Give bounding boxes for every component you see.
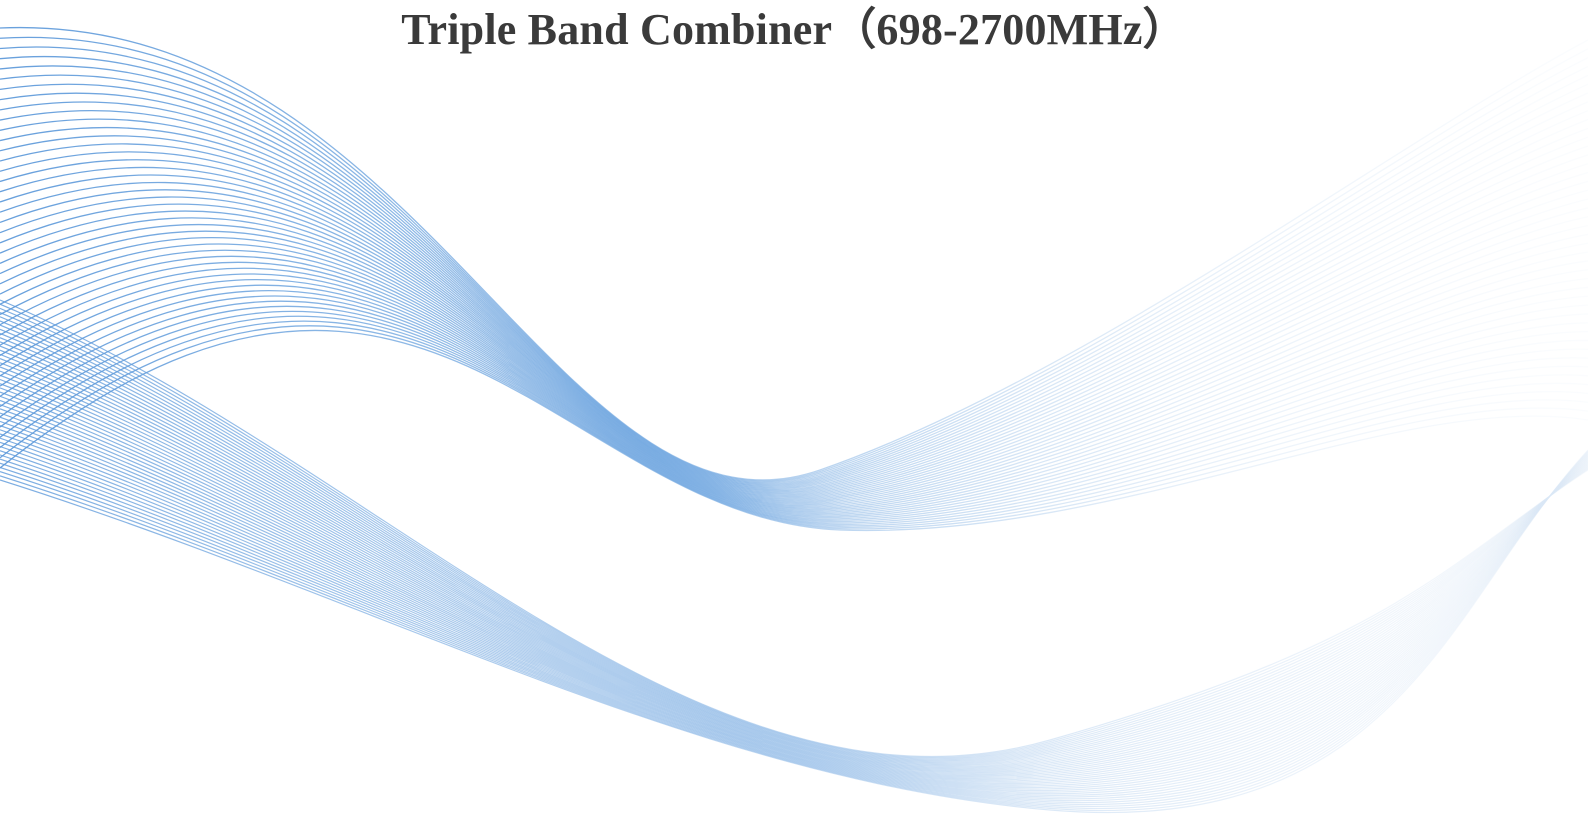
wave-line (0, 395, 1588, 781)
wave-line (0, 135, 1588, 493)
wave-line (0, 174, 1588, 498)
wave-line (0, 151, 1588, 495)
wave-line (0, 210, 1588, 504)
wave-line (0, 279, 1588, 517)
wave-line (0, 445, 1588, 798)
wave-line (0, 110, 1588, 490)
wave-line (0, 36, 1588, 482)
wave-line (0, 299, 1588, 758)
wave-line (0, 126, 1588, 492)
wave-line (0, 378, 1588, 776)
wave-line (0, 366, 1588, 773)
wave-line (0, 27, 1588, 481)
wave-line (0, 273, 1588, 516)
wave-line (0, 449, 1588, 814)
wave-line (0, 315, 1588, 527)
upper-wave-band (0, 27, 1588, 532)
wave-line (0, 451, 1588, 804)
wave-line (0, 416, 1588, 787)
wave-line (0, 303, 1588, 759)
wave-line (0, 370, 1588, 774)
wave-line (0, 429, 1588, 792)
wave-line (0, 300, 1588, 523)
wave-line (0, 341, 1588, 767)
wave-line (0, 425, 1588, 790)
wave-line (0, 441, 1588, 796)
wave-line (0, 408, 1588, 785)
wave-line (0, 230, 1588, 508)
wave-line (0, 46, 1588, 483)
wave-line (0, 316, 1588, 761)
wave-line (0, 203, 1588, 503)
lower-wave-band (0, 299, 1588, 814)
wave-line (0, 217, 1588, 505)
wave-line (0, 328, 1588, 764)
wave-line (0, 65, 1588, 485)
page-title: Triple Band Combiner（698-2700MHz） (401, 5, 1187, 54)
wave-line (0, 243, 1588, 510)
wave-line (0, 284, 1588, 519)
wave-line (0, 325, 1588, 530)
wave-line (0, 450, 1588, 811)
wave-line (0, 374, 1588, 775)
wave-line (0, 387, 1588, 779)
wave-line (0, 237, 1588, 509)
wave-line (0, 83, 1588, 487)
wave-line (0, 450, 1588, 800)
wave-line (0, 337, 1588, 766)
wave-line (0, 450, 1588, 809)
wave-line (0, 383, 1588, 777)
wave-line (0, 399, 1588, 782)
wave-line (0, 450, 1588, 808)
wave-line (0, 118, 1588, 491)
wave-line (0, 452, 1588, 802)
wave-line (0, 345, 1588, 768)
wave-line (0, 189, 1588, 501)
wave-line (0, 267, 1588, 515)
wave-line (0, 249, 1588, 511)
wave-line (0, 391, 1588, 780)
wave-line (0, 261, 1588, 514)
wave-line (0, 362, 1588, 772)
wave-line (0, 181, 1588, 500)
wave-line (0, 451, 1588, 806)
wave-line (0, 324, 1588, 763)
wave-line (0, 166, 1588, 497)
wave-line (0, 358, 1588, 771)
wave-line (0, 320, 1588, 762)
wave-line (0, 412, 1588, 786)
wave-line (0, 437, 1588, 795)
wave-line (0, 420, 1588, 789)
wave-line (0, 101, 1588, 489)
wave-line (0, 310, 1588, 526)
wave-line (0, 143, 1588, 494)
wave-line (0, 320, 1588, 528)
wave-line (0, 92, 1588, 488)
wave-line (0, 353, 1588, 770)
wave-line (0, 290, 1588, 520)
wave-line (0, 312, 1588, 760)
wave-line (0, 332, 1588, 765)
wave-line (0, 349, 1588, 769)
wave-line (0, 159, 1588, 496)
wave-line (0, 74, 1588, 486)
wave-line (0, 404, 1588, 783)
wave-line (0, 56, 1588, 484)
wave-line (0, 329, 1588, 532)
wave-line (0, 255, 1588, 512)
wave-line (0, 223, 1588, 506)
wave-line (0, 433, 1588, 793)
wave-line (0, 196, 1588, 502)
wave-line (0, 295, 1588, 521)
wave-line (0, 307, 1588, 759)
wave-line (0, 305, 1588, 524)
